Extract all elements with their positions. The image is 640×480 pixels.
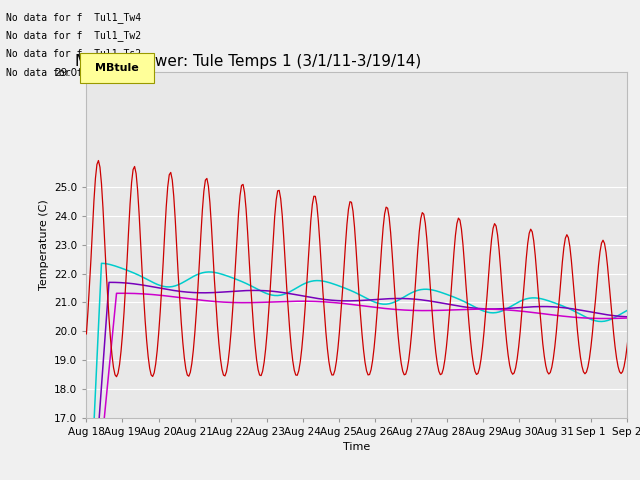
Y-axis label: Temperature (C): Temperature (C) xyxy=(38,199,49,290)
Text: No data for f  Tul1_Tw4: No data for f Tul1_Tw4 xyxy=(6,12,141,23)
X-axis label: Time: Time xyxy=(343,442,371,452)
Text: No data for f  Tul1_Tw2: No data for f Tul1_Tw2 xyxy=(6,30,141,41)
Text: No data for f  Tul1_Ts2: No data for f Tul1_Ts2 xyxy=(6,48,141,60)
Text: MBtule: MBtule xyxy=(95,63,139,72)
Text: MB Tule Tower: Tule Temps 1 (3/1/11-3/19/14): MB Tule Tower: Tule Temps 1 (3/1/11-3/19… xyxy=(76,54,422,70)
Text: No data for f  Tul1_Ts: No data for f Tul1_Ts xyxy=(6,67,136,78)
